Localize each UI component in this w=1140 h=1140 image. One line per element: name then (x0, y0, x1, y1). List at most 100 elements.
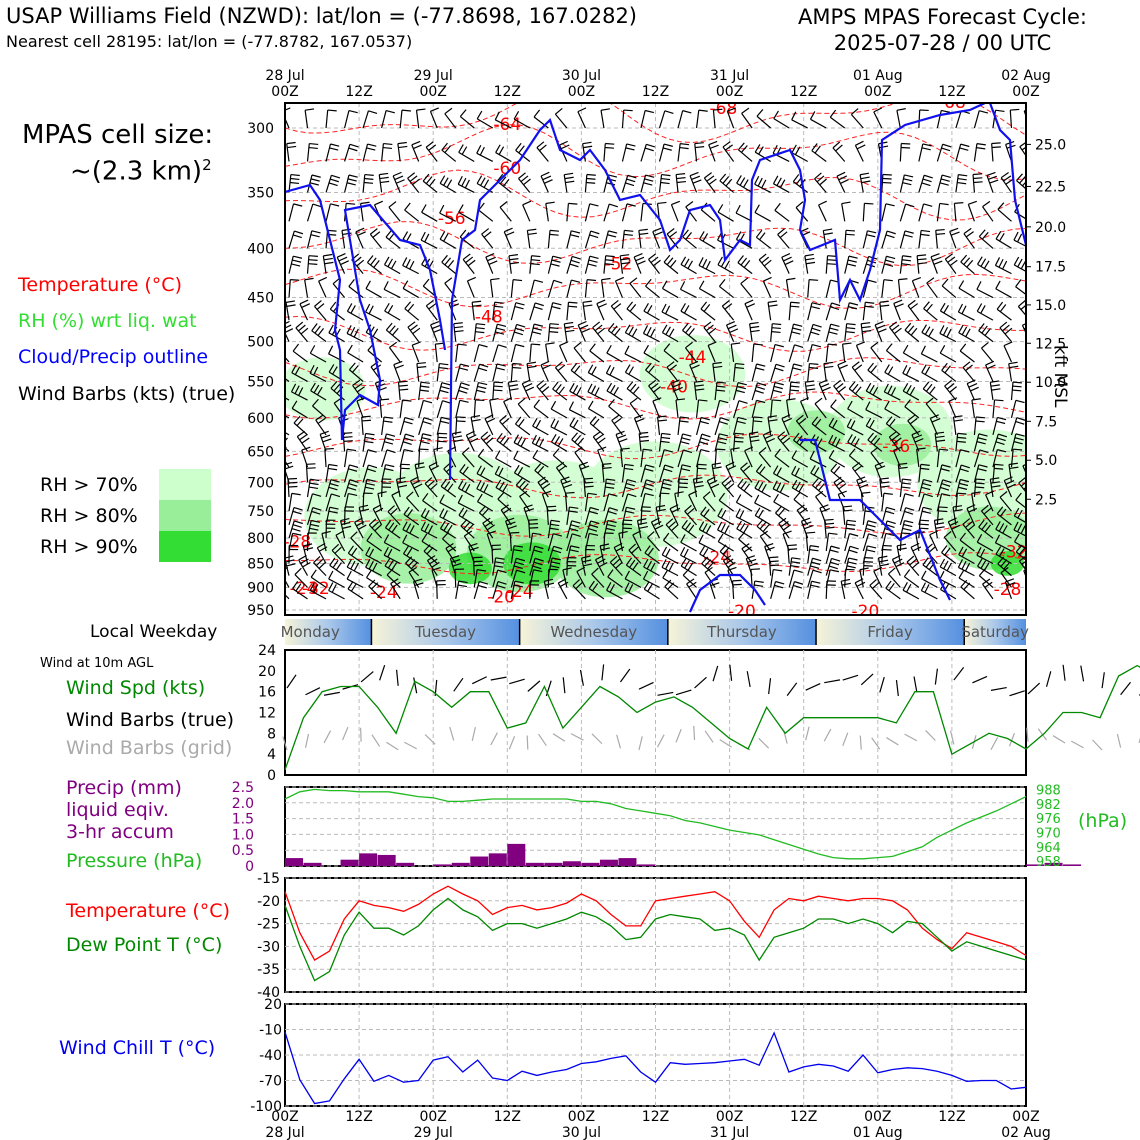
wind-barb-flag (923, 301, 930, 309)
wind-barb-flag (560, 476, 570, 481)
rh-shade-16 (448, 552, 492, 585)
wind-barb-flag (335, 562, 342, 571)
wind-barb-staff (922, 564, 938, 577)
wind-barb-grid (871, 737, 881, 750)
weekday-label: Saturday (961, 623, 1029, 641)
wind-barb-staff (977, 565, 994, 577)
wind-barb-staff (355, 231, 364, 249)
wind-barb-flag (1008, 462, 1018, 466)
wind-barb-staff (381, 110, 387, 129)
wind-barb-staff (584, 203, 591, 222)
wind-barb-flag (929, 530, 939, 536)
wind-barb-flag (387, 505, 395, 513)
wind-barb-staff (670, 383, 679, 401)
top-hour-label: 00Z (419, 84, 446, 100)
wind-barb-flag (303, 543, 313, 547)
wind-barb-flag (726, 320, 736, 326)
wind-barb-flag (495, 331, 505, 335)
wind-barb-flag (901, 532, 911, 535)
wind-barb-flag (293, 415, 301, 424)
wind-barb-flag (777, 228, 785, 235)
wind-barb-flag (276, 433, 282, 440)
wind-barb-flag (379, 176, 389, 180)
wind-barb-staff (698, 264, 716, 275)
wind-barb-flag (346, 325, 352, 334)
wind-barb-true (1009, 690, 1025, 697)
wind-barb-staff (884, 371, 901, 382)
wind-barb-flag (347, 545, 354, 554)
wind-barb-staff (499, 420, 512, 436)
wind-barb-flag (410, 561, 418, 570)
bottom-date-label: 28 Jul (265, 1125, 304, 1140)
wind-barb-flag (458, 580, 468, 584)
wind-barb-flag (983, 260, 990, 269)
wind-barb-staff (684, 347, 698, 363)
wind-barb-flag (989, 179, 999, 184)
wind-barb-flag (994, 534, 1001, 544)
temperature-contour-label: -20 (487, 588, 515, 608)
wind-barb-staff (574, 452, 586, 468)
wind-barb-flag (668, 328, 675, 337)
wind-barb-staff (377, 493, 383, 512)
wind-barb-flag (700, 416, 710, 421)
wind-barb-staff (966, 508, 975, 526)
wind-barb-staff (606, 390, 623, 401)
wind-barb-flag (607, 322, 615, 331)
wind-barb-flag (851, 383, 859, 392)
wind-barb-flag (798, 483, 805, 493)
wind-barb-flag (343, 436, 353, 438)
wind-barb-flag (749, 321, 759, 325)
wind-barb-flag (479, 363, 489, 368)
wind-barb-staff (744, 450, 753, 468)
wind-barb-flag (697, 463, 707, 466)
wind-barb-staff (700, 513, 716, 526)
wind-barb-flag (1025, 331, 1026, 333)
wind-barb-flag (914, 438, 924, 443)
wind-barb-staff (881, 203, 887, 222)
wind-barb-flag (285, 566, 289, 570)
wind-barb-flag (407, 321, 416, 328)
wind-barb-flag (831, 557, 841, 562)
wind-barb-staff (730, 344, 735, 363)
wind-barb-staff (807, 570, 814, 588)
temperature-contour-label: -28 (994, 580, 1022, 600)
wind-barb-flag (558, 386, 565, 395)
wind-barb-staff (973, 416, 977, 435)
wind-barb-flag (657, 419, 668, 422)
wind-barb-staff (830, 470, 846, 483)
weekday-label: Monday (281, 623, 340, 641)
wind-barb-flag (480, 177, 486, 186)
wind-barb-flag (798, 417, 807, 425)
wind-barb-flag (314, 325, 321, 334)
wind-barb-flag (995, 441, 1005, 445)
wind-barb-staff (381, 416, 385, 435)
wind-barb-flag (662, 532, 670, 541)
wind-barb-staff (580, 557, 586, 576)
wind-barb-staff (540, 175, 549, 193)
wind-barb-flag (806, 531, 816, 534)
wind-barb-flag (682, 229, 689, 238)
wind-barb-flag (847, 259, 857, 263)
wind-barb-true (471, 676, 487, 685)
wind-barb-flag (338, 256, 348, 262)
wind-barb-flag (816, 175, 825, 183)
wind-barb-flag (939, 302, 946, 312)
wind-barb-flag (335, 530, 345, 536)
wind-barb-flag (791, 450, 797, 459)
wind-barb-grid (758, 737, 770, 749)
wind-barb-flag (597, 558, 606, 564)
wind-barb-staff (513, 442, 531, 452)
wind-barb-staff (897, 464, 901, 483)
wind-barb-flag (1002, 525, 1008, 534)
wind-barb-flag (559, 140, 568, 146)
wind-barb-flag (841, 582, 851, 586)
wind-barb-staff (828, 442, 846, 452)
wind-barb-staff (603, 532, 606, 552)
wind-barb-flag (882, 544, 892, 547)
wind-barb-flag (888, 582, 895, 591)
wind-barb-flag (668, 562, 674, 572)
wind-barb-flag (925, 397, 934, 405)
top-date-label: 31 Jul (710, 68, 749, 84)
cloud-outline (448, 103, 986, 481)
precip-bar (433, 864, 452, 866)
